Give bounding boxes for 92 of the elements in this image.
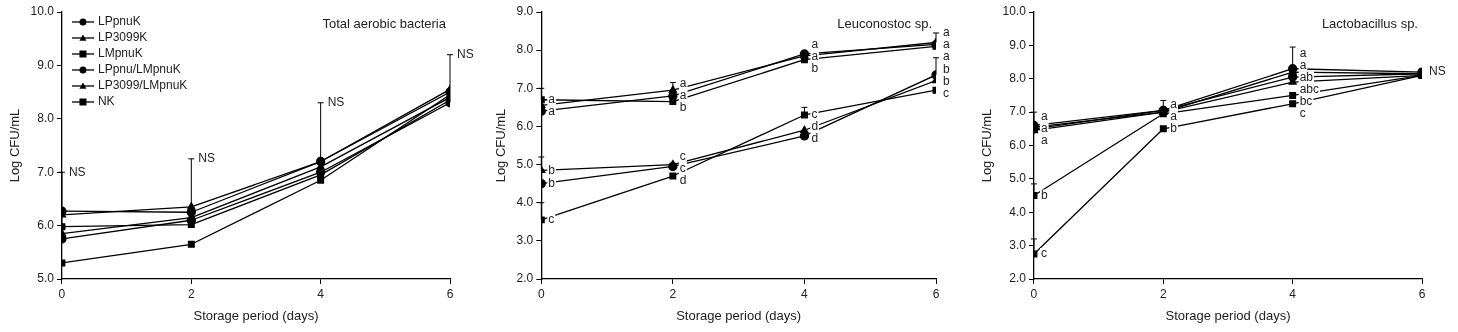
y-tick-label: 9.0 (516, 4, 534, 19)
y-tick-label: 7.0 (516, 80, 534, 95)
y-tick-label: 6.0 (516, 118, 534, 133)
chart-title: Leuconostoc sp. (837, 15, 932, 31)
x-tick-label: 0 (1030, 286, 1038, 301)
x-axis-title: Storage period (days) (193, 307, 319, 323)
y-tick-label: 3.0 (1009, 237, 1027, 252)
annotation: a (1299, 45, 1307, 60)
annotation: a (1040, 132, 1048, 147)
annotation: d (679, 173, 687, 188)
y-tick-label: 2.0 (1009, 271, 1027, 286)
x-tick-label: 2 (187, 286, 195, 301)
annotation: a (1299, 57, 1307, 72)
annotation: a (548, 103, 556, 118)
x-axis-title: Storage period (days) (676, 307, 802, 323)
annotation: c (811, 107, 818, 122)
y-tick-label: 10.0 (30, 4, 55, 19)
annotation: c (548, 212, 555, 227)
y-tick-label: 7.0 (1009, 104, 1027, 119)
y-axis-title: Log CFU/mL (493, 108, 509, 183)
y-tick-label: 8.0 (1009, 71, 1027, 86)
annotation: c (1040, 246, 1047, 261)
annotation: a (1040, 108, 1048, 123)
legend-label: LMpnuK (97, 46, 143, 61)
annotation: NS (1429, 64, 1446, 79)
x-tick-label: 0 (537, 286, 545, 301)
y-tick-label: 8.0 (516, 42, 534, 57)
annotation: a (811, 36, 819, 51)
y-tick-label: 5.0 (37, 271, 55, 286)
annotation: a (679, 88, 687, 103)
annotation: b (943, 74, 950, 89)
legend-label: LPpnuK (97, 14, 141, 29)
y-tick-label: 4.0 (1009, 204, 1027, 219)
annotation: abc (1299, 81, 1320, 96)
x-tick-label: 2 (1159, 286, 1167, 301)
x-tick-label: 2 (669, 286, 677, 301)
annotation: a (943, 24, 950, 39)
x-tick-label: 6 (446, 286, 454, 301)
annotation: c (943, 86, 949, 101)
x-tick-label: 4 (1289, 286, 1297, 301)
annotation: a (943, 36, 950, 51)
chart-title: Total aerobic bacteria (322, 15, 447, 31)
x-tick-label: 0 (58, 286, 66, 301)
annotation: a (1170, 97, 1178, 112)
annotation: b (811, 60, 819, 75)
x-tick-label: 6 (1418, 286, 1426, 301)
annotation: b (943, 62, 950, 77)
y-tick-label: 6.0 (37, 217, 55, 232)
legend-label: NK (97, 94, 115, 109)
annotation: NS (68, 164, 86, 179)
annotation: b (679, 100, 687, 115)
annotation: d (811, 131, 819, 146)
y-tick-label: 4.0 (516, 195, 534, 210)
y-tick-label: 9.0 (37, 57, 55, 72)
annotation: d (811, 119, 819, 134)
y-tick-label: 10.0 (1002, 4, 1027, 19)
annotation: c (1299, 105, 1306, 120)
annotation: a (943, 48, 950, 63)
y-tick-label: 5.0 (1009, 171, 1027, 186)
y-tick-label: 6.0 (1009, 137, 1027, 152)
legend-label: LP3099K (97, 30, 148, 45)
annotation: b (1170, 121, 1178, 136)
annotation: a (548, 91, 556, 106)
annotation: NS (457, 47, 474, 62)
y-tick-label: 3.0 (516, 233, 534, 248)
annotation: c (679, 161, 686, 176)
annotation: b (1040, 187, 1048, 202)
legend-label: LPpnu/LMpnuK (97, 62, 181, 77)
annotation: NS (198, 151, 215, 166)
annotation: b (548, 162, 556, 177)
annotation: NS (327, 95, 345, 110)
y-tick-label: 7.0 (37, 164, 55, 179)
y-tick-label: 9.0 (1009, 37, 1027, 52)
y-tick-label: 8.0 (37, 111, 55, 126)
x-tick-label: 4 (801, 286, 809, 301)
annotation: a (679, 76, 687, 91)
annotation: c (679, 149, 686, 164)
annotation: a (811, 48, 819, 63)
x-tick-label: 6 (932, 286, 940, 301)
chart-title: Lactobacillus sp. (1321, 15, 1418, 31)
annotation: a (1170, 109, 1178, 124)
x-tick-label: 4 (317, 286, 325, 301)
y-axis-title: Log CFU/mL (979, 108, 995, 183)
legend-label: LP3099/LMpnuK (97, 78, 188, 93)
annotation: ab (1299, 69, 1314, 84)
y-tick-label: 2.0 (516, 271, 534, 286)
annotation: b (548, 175, 556, 190)
x-axis-title: Storage period (days) (1165, 307, 1291, 323)
y-tick-label: 5.0 (516, 156, 534, 171)
y-axis-title: Log CFU/mL (7, 108, 23, 183)
annotation: a (1040, 120, 1048, 135)
annotation: bc (1299, 93, 1313, 108)
